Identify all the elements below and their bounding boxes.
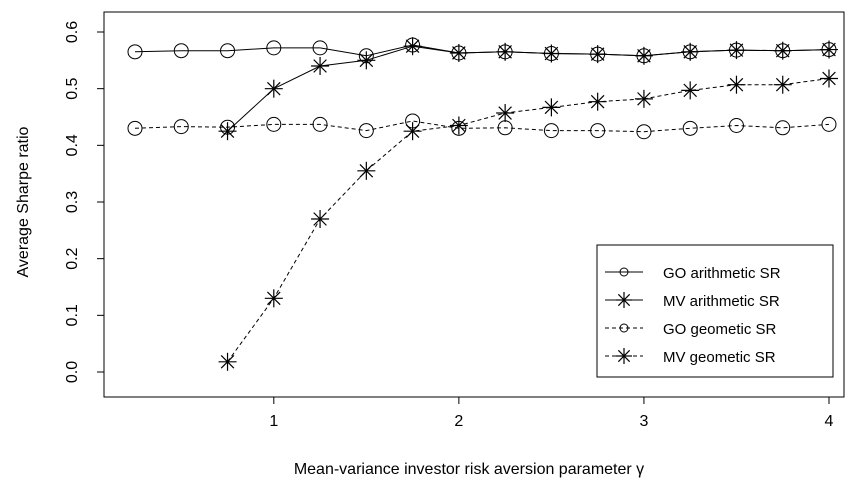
plot-frame xyxy=(103,11,845,398)
data-point xyxy=(775,120,791,136)
data-point xyxy=(218,352,237,371)
x-tick-label: 4 xyxy=(825,413,834,430)
data-point xyxy=(266,116,282,132)
data-point xyxy=(449,43,468,62)
x-tick-label: 3 xyxy=(639,413,648,430)
data-point xyxy=(311,57,330,75)
legend-marker xyxy=(619,323,629,333)
y-tick-label: 0.2 xyxy=(64,247,81,269)
data-point xyxy=(820,40,838,59)
legend-label-0: GO arithmetic SR xyxy=(663,265,781,282)
data-point xyxy=(773,75,792,94)
data-point xyxy=(496,42,515,61)
axes: 1 2 3 4 0.0 0.1 0.2 0.3 0.4 0.5 0.6 xyxy=(64,21,834,430)
y-tick-label: 0.5 xyxy=(64,77,81,99)
data-point xyxy=(727,41,746,60)
y-axis-title: Average Sharpe ratio xyxy=(15,126,32,277)
x-tick-label: 2 xyxy=(454,413,463,430)
y-tick-label: 0.1 xyxy=(64,304,81,326)
data-point xyxy=(820,69,838,88)
data-point xyxy=(127,120,143,136)
data-point xyxy=(312,116,328,132)
legend-box xyxy=(596,244,834,378)
data-point xyxy=(542,44,561,63)
series-3 xyxy=(218,69,838,371)
y-tick-label: 0.3 xyxy=(64,191,81,213)
legend-marker xyxy=(619,267,629,277)
y-tick-label: 0.0 xyxy=(64,361,81,383)
series-2 xyxy=(127,113,837,140)
series-layer xyxy=(127,37,838,371)
y-tick-label: 0.4 xyxy=(64,134,81,156)
data-point xyxy=(403,122,422,141)
data-point xyxy=(312,40,328,56)
legend-label-3: MV geometic SR xyxy=(663,349,776,366)
data-point xyxy=(542,98,561,117)
data-point xyxy=(636,124,652,140)
data-point xyxy=(821,116,837,132)
legend-label-1: MV arithmetic SR xyxy=(663,293,780,310)
x-axis-title: Mean-variance investor risk aversion par… xyxy=(294,461,644,478)
legend-label-2: GO geometic SR xyxy=(663,321,777,338)
data-point xyxy=(173,119,189,135)
data-point xyxy=(681,42,700,61)
data-point xyxy=(220,43,236,59)
data-point xyxy=(173,43,189,59)
series-1 xyxy=(218,37,838,141)
data-point xyxy=(727,75,746,94)
data-point xyxy=(220,119,236,135)
data-point xyxy=(543,123,559,139)
data-point xyxy=(681,81,700,100)
data-point xyxy=(682,120,698,136)
data-point xyxy=(264,289,283,308)
data-point xyxy=(634,46,653,65)
data-point xyxy=(266,40,282,56)
data-point xyxy=(773,41,792,60)
y-tick-label: 0.6 xyxy=(64,21,81,43)
data-point xyxy=(496,104,515,123)
legend-items xyxy=(605,267,643,364)
data-point xyxy=(728,118,744,133)
data-point xyxy=(634,89,653,108)
legend-marker xyxy=(616,348,632,364)
data-point xyxy=(357,51,376,70)
data-point xyxy=(588,92,607,111)
data-point xyxy=(449,116,468,135)
data-point xyxy=(358,123,374,139)
series-line xyxy=(134,120,830,133)
x-tick-label: 1 xyxy=(269,413,278,430)
data-point xyxy=(590,123,606,139)
data-point xyxy=(127,44,143,60)
data-point xyxy=(357,161,376,180)
data-point xyxy=(264,79,283,98)
data-point xyxy=(403,37,422,56)
data-point xyxy=(588,45,607,64)
series-line xyxy=(227,78,830,363)
data-point xyxy=(311,210,330,228)
legend: GO arithmetic SR MV arithmetic SR GO geo… xyxy=(596,244,834,378)
legend-marker xyxy=(616,292,632,308)
